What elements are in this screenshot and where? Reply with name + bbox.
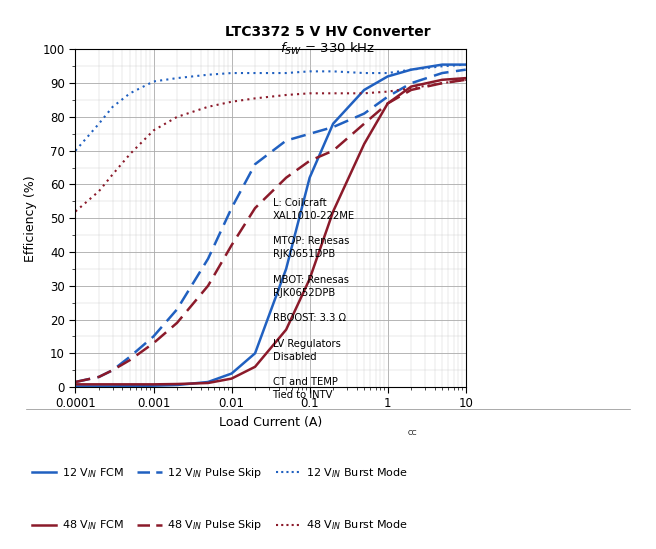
Text: $f_{SW}$ = 330 kHz: $f_{SW}$ = 330 kHz — [280, 41, 376, 57]
X-axis label: Load Current (A): Load Current (A) — [219, 416, 322, 429]
Y-axis label: Efficiency (%): Efficiency (%) — [24, 175, 37, 261]
Text: CC: CC — [407, 430, 417, 436]
Text: L: Coilcraft
XAL1010-222ME

MTOP: Renesas
RJK0651DPB

MBOT: Renesas
RJK0652DPB

: L: Coilcraft XAL1010-222ME MTOP: Renesas… — [272, 198, 355, 400]
Legend: 12 V$_{IN}$ FCM, 12 V$_{IN}$ Pulse Skip, 12 V$_{IN}$ Burst Mode: 12 V$_{IN}$ FCM, 12 V$_{IN}$ Pulse Skip,… — [31, 466, 408, 480]
Text: LTC3372 5 V HV Converter: LTC3372 5 V HV Converter — [225, 25, 431, 39]
Legend: 48 V$_{IN}$ FCM, 48 V$_{IN}$ Pulse Skip, 48 V$_{IN}$ Burst Mode: 48 V$_{IN}$ FCM, 48 V$_{IN}$ Pulse Skip,… — [31, 518, 408, 533]
